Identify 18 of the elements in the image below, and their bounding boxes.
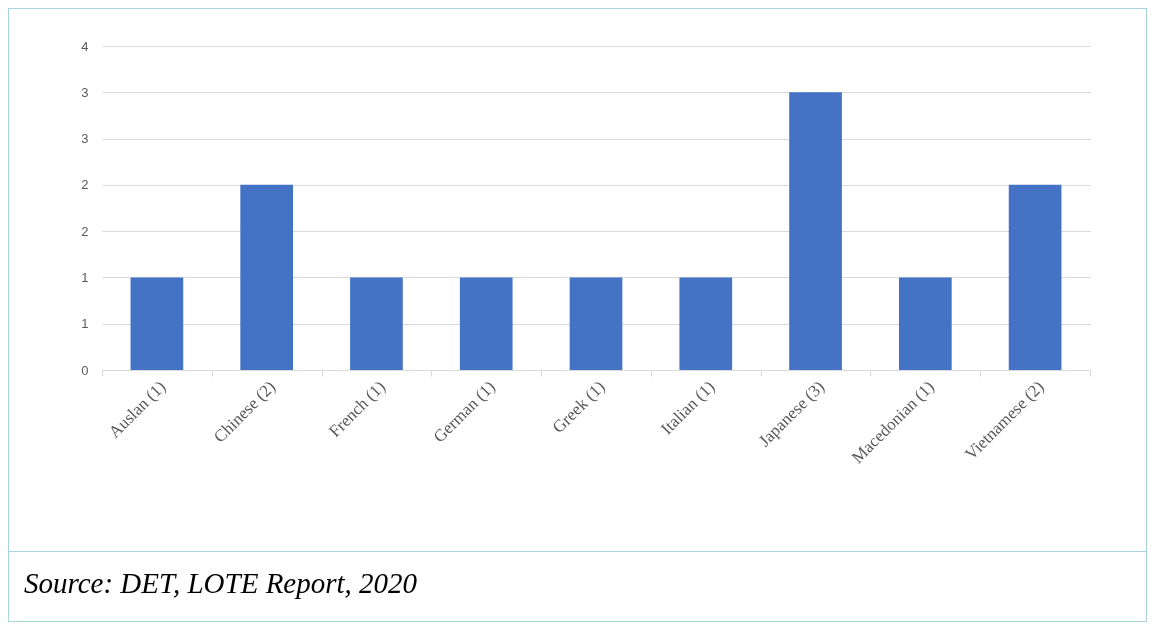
bar: [789, 92, 842, 370]
bar: [1008, 184, 1062, 370]
y-tick-label: 2: [81, 177, 89, 193]
bar: [569, 277, 623, 370]
bar: [240, 184, 294, 370]
y-tick-label: 1: [81, 316, 89, 332]
y-tick-label: 0: [81, 362, 89, 378]
bar: [130, 277, 184, 370]
y-tick-label: 4: [81, 38, 89, 54]
y-tick-label: 1: [81, 269, 89, 285]
bar: [898, 277, 952, 370]
bar: [350, 277, 403, 370]
y-tick-label: 3: [81, 131, 89, 147]
bar: [459, 277, 513, 370]
source-note: Source: DET, LOTE Report, 2020: [24, 567, 418, 600]
y-tick-label: 3: [81, 84, 89, 100]
y-tick-label: 2: [81, 223, 89, 239]
bar: [679, 277, 733, 370]
